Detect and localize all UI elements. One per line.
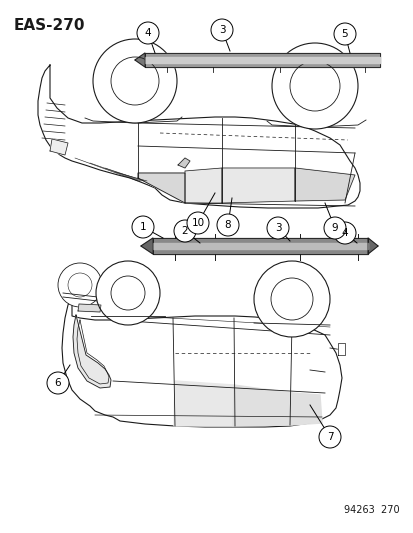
Polygon shape — [50, 139, 68, 155]
Polygon shape — [62, 296, 341, 427]
Circle shape — [96, 261, 159, 325]
Circle shape — [132, 216, 154, 238]
Polygon shape — [221, 168, 294, 203]
Polygon shape — [153, 243, 367, 249]
Polygon shape — [367, 238, 377, 254]
Text: 8: 8 — [224, 220, 231, 230]
Polygon shape — [141, 238, 153, 254]
Text: 4: 4 — [341, 228, 347, 238]
Text: 2: 2 — [181, 226, 188, 236]
Circle shape — [254, 261, 329, 337]
Circle shape — [333, 222, 355, 244]
Circle shape — [47, 372, 69, 394]
Text: 3: 3 — [218, 25, 225, 35]
Polygon shape — [145, 53, 379, 67]
Polygon shape — [135, 53, 145, 67]
Text: 9: 9 — [331, 223, 337, 233]
Circle shape — [216, 214, 238, 236]
Polygon shape — [78, 304, 101, 312]
Text: 10: 10 — [191, 218, 204, 228]
Polygon shape — [153, 238, 367, 254]
Text: EAS-270: EAS-270 — [14, 18, 85, 33]
Polygon shape — [291, 393, 321, 425]
Circle shape — [333, 23, 355, 45]
Text: 3: 3 — [274, 223, 280, 233]
Circle shape — [318, 426, 340, 448]
Polygon shape — [138, 173, 185, 203]
Circle shape — [137, 22, 159, 44]
Circle shape — [68, 273, 92, 297]
Text: 1: 1 — [139, 222, 146, 232]
Polygon shape — [185, 168, 221, 203]
Text: 6: 6 — [55, 378, 61, 388]
Text: 5: 5 — [341, 29, 347, 39]
Circle shape — [211, 19, 233, 41]
Text: 94263  270: 94263 270 — [344, 505, 399, 515]
Polygon shape — [178, 158, 190, 168]
Circle shape — [187, 212, 209, 234]
Polygon shape — [173, 381, 233, 426]
Polygon shape — [294, 168, 354, 201]
Circle shape — [323, 217, 345, 239]
Text: 4: 4 — [144, 28, 151, 38]
Polygon shape — [233, 385, 291, 426]
Circle shape — [271, 278, 312, 320]
Circle shape — [266, 217, 288, 239]
Polygon shape — [145, 57, 379, 63]
Circle shape — [271, 43, 357, 129]
Polygon shape — [73, 315, 111, 388]
Circle shape — [93, 39, 177, 123]
Circle shape — [173, 220, 195, 242]
Polygon shape — [337, 343, 344, 355]
Text: 7: 7 — [326, 432, 332, 442]
Polygon shape — [38, 65, 359, 208]
Circle shape — [58, 263, 102, 307]
Circle shape — [111, 276, 145, 310]
